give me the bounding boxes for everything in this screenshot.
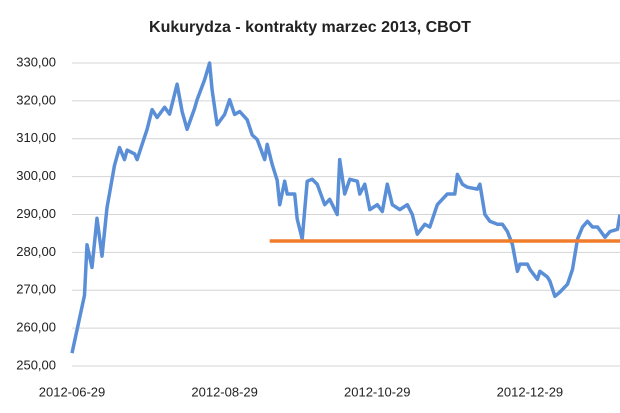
y-tick-label: 260,00 [16, 320, 56, 335]
x-tick-label: 2012-08-29 [191, 384, 258, 399]
y-tick-label: 290,00 [16, 206, 56, 221]
y-tick-label: 330,00 [16, 54, 56, 69]
series-line [70, 61, 620, 354]
y-tick-label: 270,00 [16, 282, 56, 297]
y-tick-label: 250,00 [16, 357, 56, 372]
x-tick-label: 2012-12-29 [497, 384, 564, 399]
x-tick-label: 2012-10-29 [344, 384, 411, 399]
y-tick-label: 320,00 [16, 92, 56, 107]
y-tick-label: 280,00 [16, 244, 56, 259]
y-tick-label: 310,00 [16, 130, 56, 145]
chart-title: Kukurydza - kontrakty marzec 2013, CBOT [149, 19, 471, 36]
y-tick-label: 300,00 [16, 168, 56, 183]
x-tick-label: 2012-06-29 [39, 384, 106, 399]
